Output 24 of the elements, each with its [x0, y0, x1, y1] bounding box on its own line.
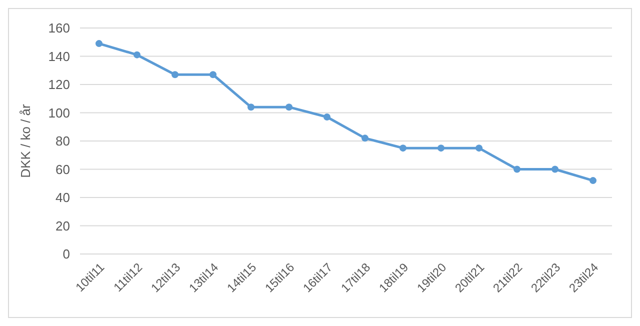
y-tick-label: 60 [56, 162, 70, 177]
point [514, 166, 520, 173]
point [324, 113, 330, 120]
point [438, 144, 444, 152]
point [362, 134, 368, 142]
point [552, 166, 558, 173]
y-tick-label: 80 [56, 134, 70, 149]
point [134, 51, 140, 58]
y-tick-label: 140 [48, 48, 70, 64]
point [96, 40, 102, 48]
point [286, 104, 292, 111]
y-tick-label: 40 [56, 190, 70, 206]
point [210, 71, 216, 78]
y-tick-label: 20 [56, 218, 70, 234]
y-tick-label: 100 [48, 105, 70, 120]
y-axis-title: DKK / ko / år [18, 103, 33, 178]
point [400, 144, 406, 152]
y-tick-label: 160 [48, 20, 70, 36]
point [172, 71, 178, 78]
y-tick-label: 120 [48, 77, 70, 92]
point [476, 144, 482, 152]
y-tick-label: 0 [62, 246, 70, 262]
point [590, 177, 596, 184]
point [248, 104, 254, 111]
